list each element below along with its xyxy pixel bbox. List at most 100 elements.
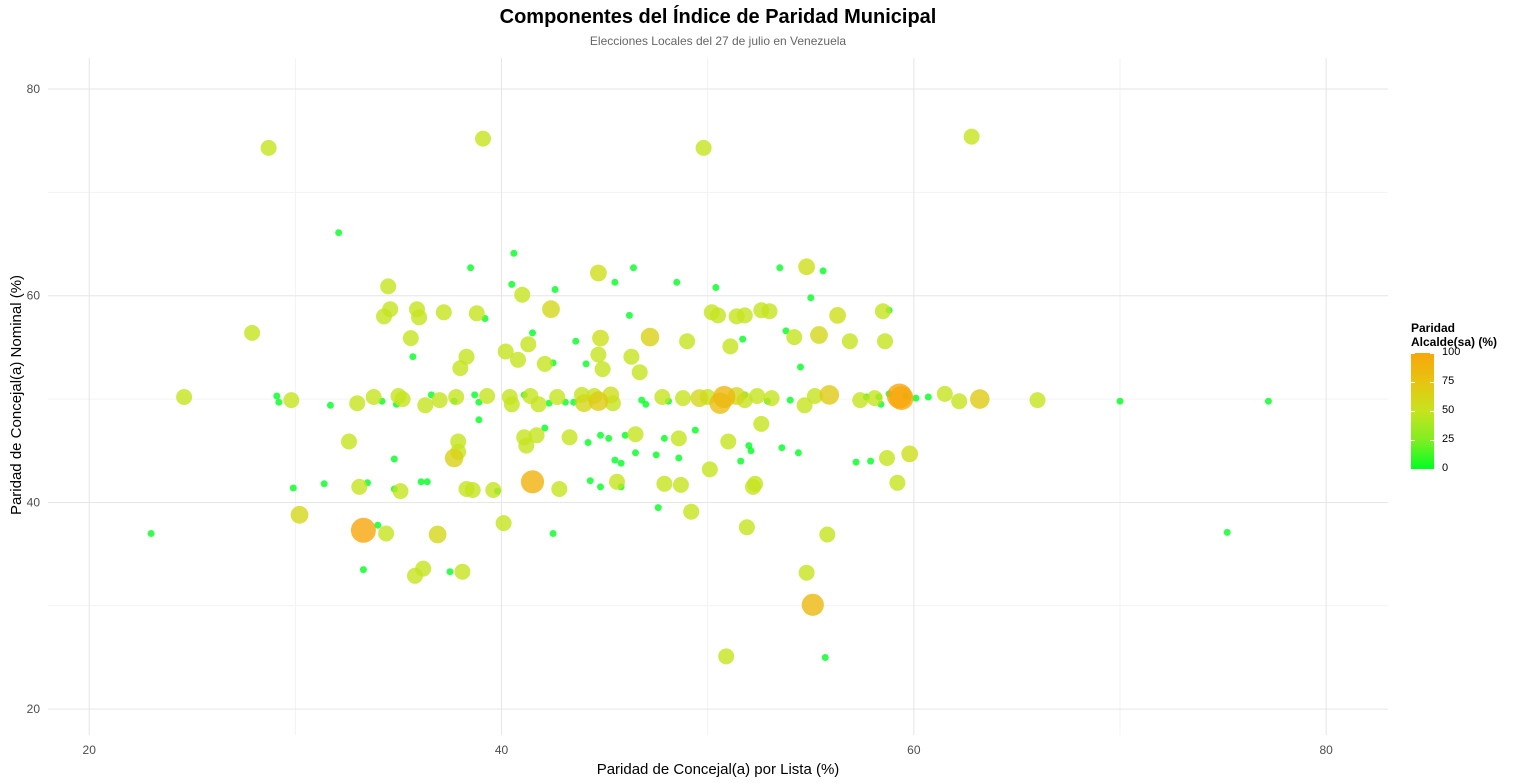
scatter-point [530, 396, 547, 413]
scatter-point [632, 449, 639, 457]
scatter-point [739, 335, 747, 343]
scatter-point [289, 484, 297, 492]
x-tick-label: 40 [495, 743, 509, 757]
scatter-point [951, 393, 968, 410]
scatter-point [431, 392, 448, 409]
chart-title: Componentes del Índice de Paridad Munici… [499, 6, 937, 28]
scatter-point [594, 361, 611, 378]
scatter-point [365, 389, 382, 405]
scatter-point [924, 393, 932, 401]
scatter-point [423, 478, 431, 486]
scatter-point [691, 426, 699, 434]
scatter-point [273, 392, 281, 400]
scatter-point [660, 434, 668, 442]
scatter-point [675, 390, 691, 407]
scatter-point [549, 530, 557, 537]
scatter-point [654, 389, 671, 405]
scatter-point [656, 475, 673, 492]
scatter-point [642, 400, 650, 408]
scatter-point [718, 648, 735, 665]
scatter-point [359, 566, 367, 574]
scatter-point [611, 278, 619, 286]
color-legend: Paridad Alcalde(sa) (%) 0 25 50 75 100 [1411, 321, 1516, 474]
scatter-point [584, 439, 592, 446]
scatter-point [806, 388, 823, 404]
scatter-point [654, 504, 662, 512]
scatter-point [529, 329, 536, 337]
scatter-point [852, 392, 869, 409]
scatter-point [503, 396, 520, 413]
scatter-point [520, 336, 537, 353]
scatter-point [464, 482, 481, 498]
scatter-point [572, 337, 580, 345]
x-tick-labels: 20 40 60 80 [83, 743, 1334, 757]
scatter-point [588, 391, 609, 412]
scatter-point [821, 654, 829, 661]
scatter-point [402, 330, 419, 347]
scatter-point [852, 458, 860, 466]
scatter-point [551, 481, 568, 497]
scatter-point [417, 478, 425, 486]
scatter-point [617, 459, 625, 467]
scatter-point [485, 482, 502, 498]
scatter-point [435, 304, 452, 321]
scatter-point [877, 333, 893, 350]
scatter-point [448, 389, 465, 405]
scatter-point [446, 568, 454, 576]
scatter-point [796, 397, 813, 414]
scatter-point [798, 258, 815, 276]
scatter-point [690, 389, 709, 407]
scatter-point [475, 416, 483, 424]
scatter-point [683, 503, 700, 520]
scatter-point [794, 449, 802, 457]
scatter-point [720, 433, 737, 450]
scatter-point [147, 530, 155, 537]
scatter-point [963, 128, 980, 145]
scatter-point [458, 348, 475, 365]
scatter-point [351, 478, 368, 495]
scatter-point [541, 424, 549, 432]
legend-tick-label: 75 [1442, 375, 1455, 387]
scatter-point [819, 526, 836, 543]
scatter-point [819, 385, 840, 405]
scatter-point [549, 389, 566, 405]
scatter-point [631, 364, 648, 381]
scatter-point [797, 363, 804, 371]
scatter-point [829, 307, 846, 324]
scatter-point [630, 264, 637, 272]
scatter-point [886, 383, 912, 409]
scatter-point [495, 515, 512, 532]
scatter-point [542, 300, 560, 319]
scatter-point [652, 451, 660, 459]
scatter-point [592, 329, 609, 347]
scatter-point [841, 333, 858, 350]
scatter-point [901, 445, 919, 463]
scatter-point [575, 394, 593, 413]
scatter-point [320, 480, 328, 488]
scatter-point [349, 395, 366, 412]
scatter-point [889, 474, 906, 491]
scatter-point [380, 278, 397, 295]
x-tick-label: 80 [1319, 743, 1333, 757]
scatter-point [753, 415, 770, 432]
scatter-point [411, 309, 428, 326]
scatter-point [497, 343, 514, 360]
scatter-point [763, 390, 780, 407]
scatter-point [479, 388, 496, 404]
grid [48, 58, 1388, 735]
x-tick-label: 60 [907, 743, 921, 757]
scatter-point [710, 307, 726, 324]
scatter-point [810, 326, 828, 344]
scatter-point [786, 396, 794, 404]
scatter-point [713, 385, 736, 409]
scatter-point [409, 353, 417, 361]
scatter-point [625, 311, 633, 319]
scatter-point [672, 476, 689, 493]
scatter-point [807, 294, 815, 302]
scatter-point [260, 139, 277, 156]
scatter-point [335, 229, 343, 237]
scatter-point [621, 431, 629, 439]
y-tick-label: 60 [27, 289, 41, 303]
scatter-point [776, 264, 784, 272]
scatter-point [283, 392, 300, 409]
